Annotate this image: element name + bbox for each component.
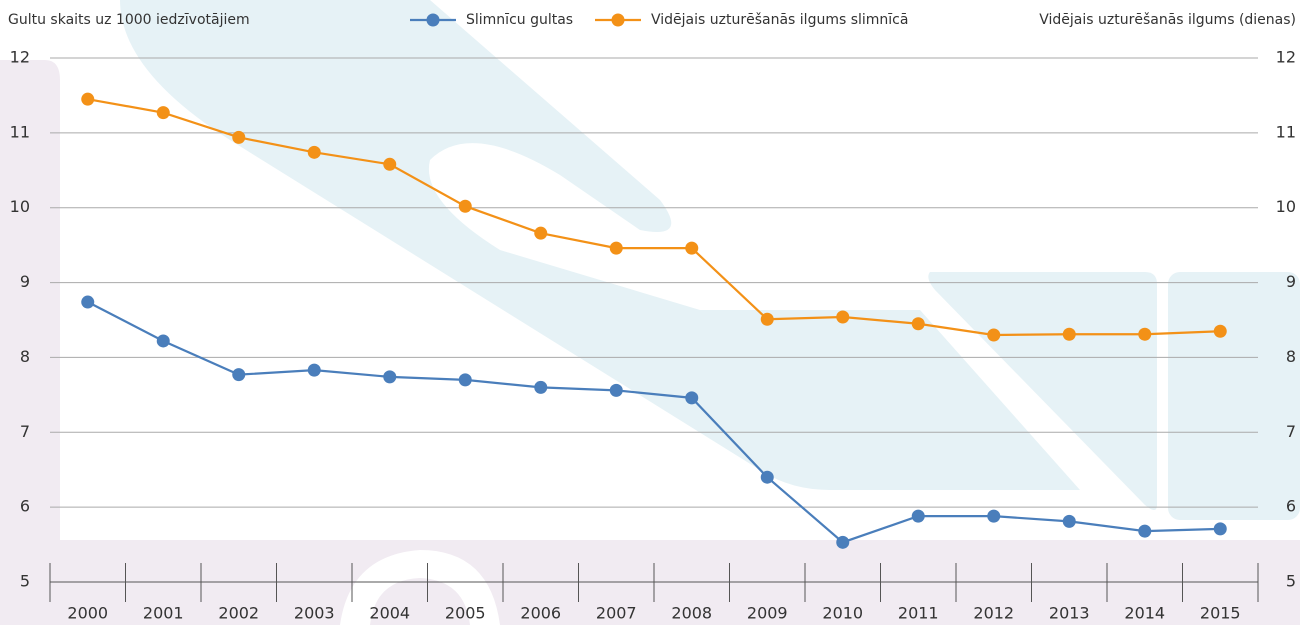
legend-marker bbox=[611, 13, 625, 27]
data-point bbox=[307, 145, 321, 159]
y-tick-label: 12 bbox=[10, 48, 30, 67]
data-point bbox=[911, 317, 925, 331]
data-point bbox=[458, 373, 472, 387]
data-point bbox=[534, 380, 548, 394]
x-tick-label: 2007 bbox=[596, 604, 637, 623]
y2-tick-label: 8 bbox=[1286, 347, 1296, 366]
y2-tick-label: 12 bbox=[1276, 48, 1296, 67]
data-point bbox=[232, 368, 246, 382]
legend-label: Vidējais uzturēšanās ilgums slimnīcā bbox=[651, 12, 908, 28]
x-tick-label: 2008 bbox=[671, 604, 712, 623]
y2-tick-label: 9 bbox=[1286, 272, 1296, 291]
data-point bbox=[383, 370, 397, 384]
y-tick-label: 10 bbox=[10, 197, 30, 216]
y2-tick-label: 11 bbox=[1276, 122, 1296, 141]
x-tick-label: 2011 bbox=[898, 604, 939, 623]
y2-tick-label: 10 bbox=[1276, 197, 1296, 216]
data-point bbox=[1213, 522, 1227, 536]
data-point bbox=[156, 106, 170, 120]
data-point bbox=[836, 535, 850, 549]
y2-tick-label: 7 bbox=[1286, 422, 1296, 441]
x-tick-label: 2002 bbox=[218, 604, 259, 623]
data-point bbox=[609, 241, 623, 255]
x-tick-label: 2006 bbox=[520, 604, 561, 623]
y-tick-label: 5 bbox=[20, 572, 30, 591]
data-point bbox=[1062, 327, 1076, 341]
data-point bbox=[81, 295, 95, 309]
x-tick-label: 2010 bbox=[822, 604, 863, 623]
y2-tick-label: 6 bbox=[1286, 497, 1296, 516]
data-point bbox=[685, 391, 699, 405]
legend-label: Slimnīcu gultas bbox=[466, 12, 573, 28]
x-tick-label: 2000 bbox=[67, 604, 108, 623]
data-point bbox=[156, 334, 170, 348]
x-tick-label: 2001 bbox=[143, 604, 184, 623]
data-point bbox=[534, 226, 548, 240]
data-point bbox=[987, 509, 1001, 523]
data-point bbox=[760, 312, 774, 326]
series-line bbox=[87, 98, 1221, 337]
y-tick-label: 8 bbox=[20, 347, 30, 366]
legend-marker bbox=[426, 13, 440, 27]
y-axis-title: Gultu skaits uz 1000 iedzīvotājiem bbox=[8, 12, 250, 28]
data-point bbox=[911, 509, 925, 523]
x-tick-label: 2003 bbox=[294, 604, 335, 623]
y2-axis-title: Vidējais uzturēšanās ilgums (dienas) bbox=[1039, 12, 1296, 28]
series-line bbox=[87, 301, 1221, 544]
y-tick-label: 6 bbox=[20, 497, 30, 516]
x-tick-label: 2015 bbox=[1200, 604, 1241, 623]
data-point bbox=[760, 470, 774, 484]
data-point bbox=[81, 92, 95, 106]
data-point bbox=[1062, 514, 1076, 528]
data-point bbox=[307, 363, 321, 377]
data-point bbox=[1138, 524, 1152, 538]
data-point bbox=[232, 130, 246, 144]
data-point bbox=[685, 241, 699, 255]
x-tick-label: 2013 bbox=[1049, 604, 1090, 623]
x-tick-label: 2004 bbox=[369, 604, 410, 623]
data-point bbox=[987, 328, 1001, 342]
data-point bbox=[383, 157, 397, 171]
data-point bbox=[836, 310, 850, 324]
y2-tick-label: 5 bbox=[1286, 572, 1296, 591]
data-point bbox=[458, 199, 472, 213]
y-tick-label: 9 bbox=[20, 272, 30, 291]
data-point bbox=[609, 383, 623, 397]
y-tick-label: 11 bbox=[10, 122, 30, 141]
x-tick-label: 2005 bbox=[445, 604, 486, 623]
data-point bbox=[1138, 327, 1152, 341]
x-tick-label: 2012 bbox=[973, 604, 1014, 623]
y-tick-label: 7 bbox=[20, 422, 30, 441]
x-tick-label: 2014 bbox=[1124, 604, 1165, 623]
x-tick-label: 2009 bbox=[747, 604, 788, 623]
data-point bbox=[1213, 324, 1227, 338]
